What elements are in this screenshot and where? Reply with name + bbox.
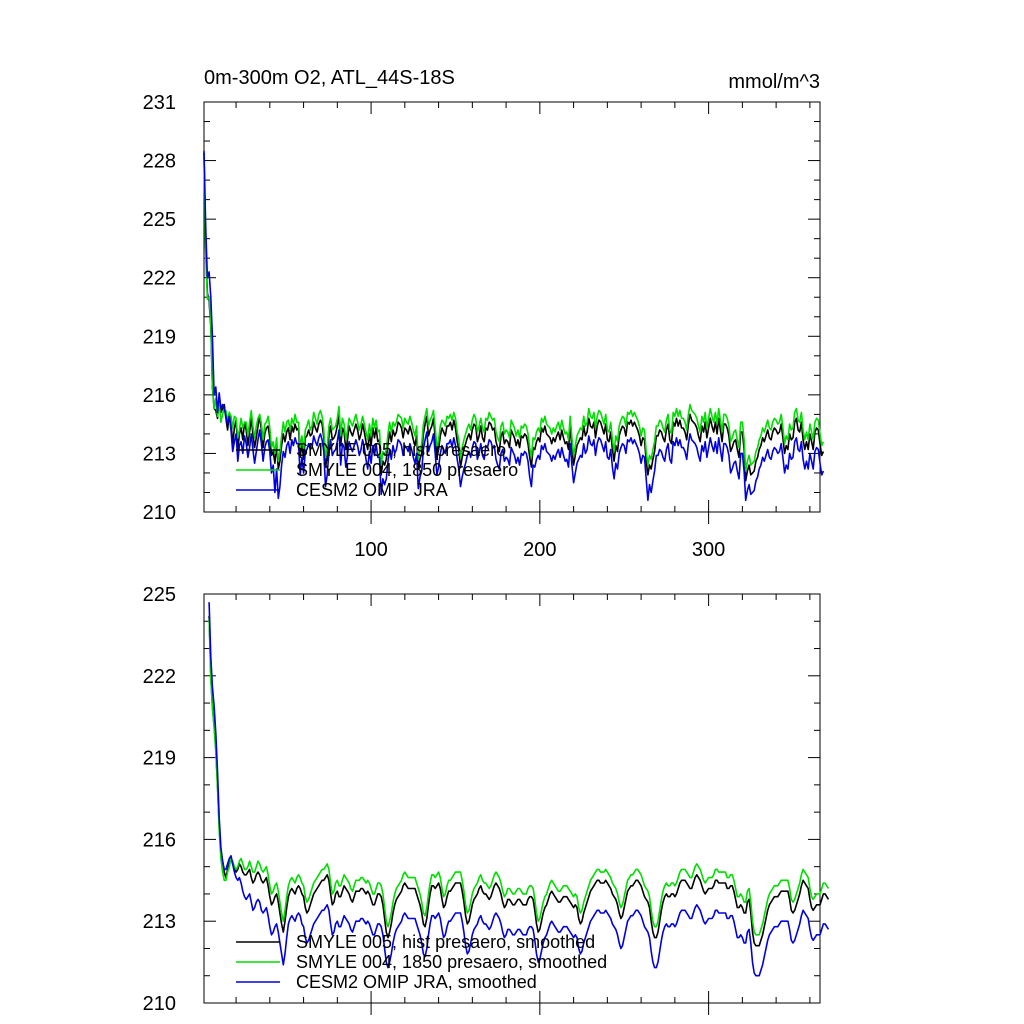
y-tick-label: 219 xyxy=(143,326,176,348)
plot-frame xyxy=(203,101,821,513)
series-line-1 xyxy=(208,615,830,947)
legend-label: SMYLE 005, hist presaero, smoothed xyxy=(296,932,595,952)
series-line-2 xyxy=(208,618,830,936)
legend-label: CESM2 OMIP JRA xyxy=(296,480,448,500)
legend-label: CESM2 OMIP JRA, smoothed xyxy=(296,972,537,992)
legend-label: SMYLE 005, hist presaero xyxy=(296,440,506,460)
series-line-3 xyxy=(208,602,830,977)
panel-title: 0m-300m O2, ATL_44S-18S xyxy=(204,67,455,89)
y-tick-label: 210 xyxy=(143,502,176,524)
y-tick-label: 213 xyxy=(143,443,176,465)
series-line-2 xyxy=(203,154,825,472)
x-tick-label: 200 xyxy=(523,539,556,561)
top-panel: 0m-300m O2, ATL_44S-18S mmol/m^3 210 213 2… xyxy=(143,67,825,561)
y-tick-label: 210 xyxy=(143,993,176,1015)
x-tick-label: 100 xyxy=(354,539,387,561)
legend-label: SMYLE 004, 1850 presaero, smoothed xyxy=(296,952,607,972)
x-tick-label: 300 xyxy=(692,539,725,561)
legend-label: SMYLE 004, 1850 presaero xyxy=(296,460,518,480)
bottom-panel: 210 213 216 219 222 225 SMYLE 005, hist presa… xyxy=(143,584,830,1015)
y-tick-label: 219 xyxy=(143,748,176,770)
y-tick-label: 225 xyxy=(143,209,176,231)
y-tick-label: 231 xyxy=(143,92,176,114)
y-tick-label: 225 xyxy=(143,584,176,606)
units-label: mmol/m^3 xyxy=(728,71,820,93)
series-line-3 xyxy=(203,150,825,502)
y-tick-label: 216 xyxy=(143,829,176,851)
y-tick-label: 228 xyxy=(143,151,176,173)
plot-frame xyxy=(203,593,821,1004)
y-tick-label: 216 xyxy=(143,385,176,407)
y-tick-label: 222 xyxy=(143,666,176,688)
y-tick-label: 213 xyxy=(143,911,176,933)
y-tick-label: 222 xyxy=(143,268,176,290)
series-line-1 xyxy=(203,152,825,482)
